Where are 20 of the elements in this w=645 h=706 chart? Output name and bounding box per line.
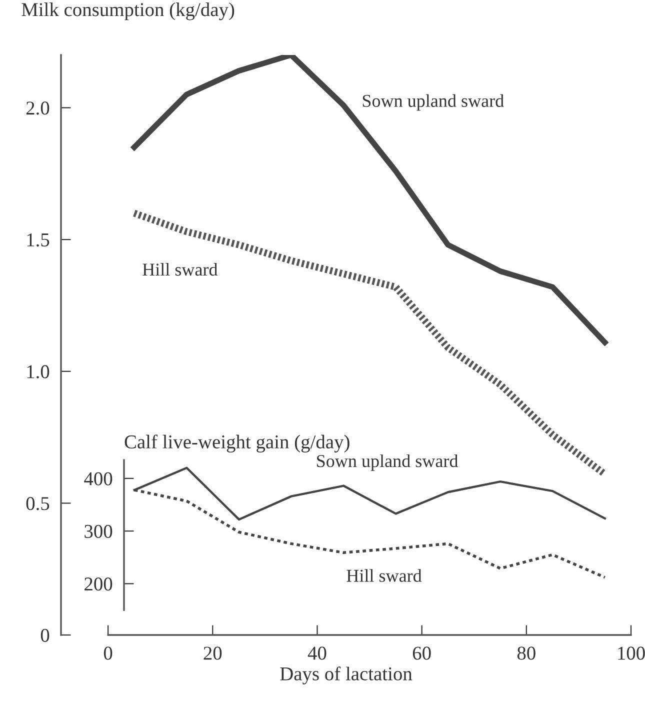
x-axis-title: Days of lactation — [280, 666, 412, 684]
x-tick-label: 20 — [204, 646, 222, 660]
series-label: Sown upland sward — [362, 94, 504, 111]
y-tick-label: 200 — [84, 578, 112, 591]
y-tick-label: 0 — [40, 628, 50, 642]
y-tick-label: 300 — [84, 524, 112, 538]
x-tick-label: 80 — [517, 646, 536, 660]
x-tick-label: 60 — [412, 646, 431, 660]
y-tick-label: 400 — [84, 472, 112, 486]
series-label: Sown upland sward — [317, 454, 458, 471]
y-tick-label: 1.5 — [27, 233, 50, 247]
x-tick-label: 100 — [618, 646, 645, 660]
x-tick-label: 40 — [308, 646, 326, 660]
y-axis-title: Calf live-weight gain (g/day) — [124, 434, 350, 452]
y-tick-label: 0.5 — [26, 497, 50, 510]
series-label: Hill sward — [346, 569, 422, 582]
y-tick-label: 2.0 — [26, 102, 50, 115]
y-tick-label: 1.0 — [27, 365, 50, 378]
y-axis-title: Milk consumption (kg/day) — [22, 2, 234, 20]
series-label: Hill sward — [142, 262, 218, 276]
